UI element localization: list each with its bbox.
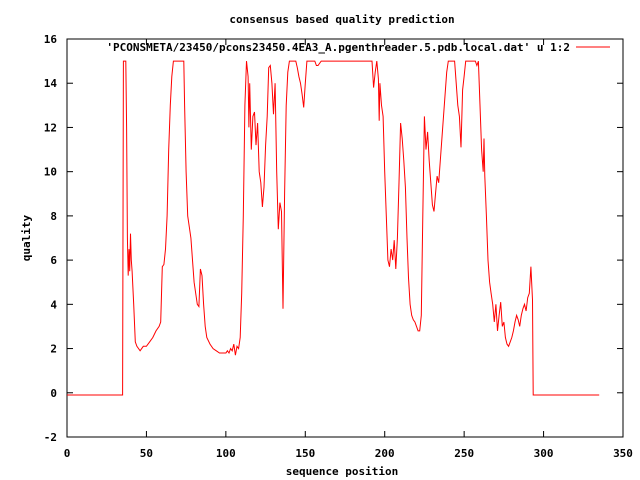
- x-tick-label: 0: [64, 447, 71, 460]
- y-tick-label: 16: [44, 33, 58, 46]
- x-tick-label: 300: [534, 447, 554, 460]
- y-ticks: -2 0 2 4 6 8 10 12 14 16: [44, 33, 623, 444]
- x-tick-label: 250: [454, 447, 474, 460]
- y-tick-label: 6: [50, 254, 57, 267]
- y-tick-label: 12: [44, 121, 57, 134]
- y-tick-label: 14: [44, 77, 58, 90]
- legend: 'PCONSMETA/23450/pcons23450.4EA3_A.pgent…: [106, 41, 610, 54]
- series-layer: [67, 60, 600, 396]
- x-tick-label: 200: [375, 447, 395, 460]
- x-tick-label: 150: [295, 447, 315, 460]
- x-tick-label: 50: [140, 447, 153, 460]
- x-ticks: 0 50 100 150 200 250 300 350: [64, 39, 633, 460]
- y-tick-label: -2: [44, 431, 57, 444]
- plot-area: [66, 38, 624, 438]
- series-line: [67, 60, 600, 396]
- legend-label: 'PCONSMETA/23450/pcons23450.4EA3_A.pgent…: [106, 41, 570, 54]
- y-tick-label: 0: [50, 387, 57, 400]
- x-tick-label: 350: [613, 447, 633, 460]
- chart-title: consensus based quality prediction: [229, 13, 454, 26]
- y-tick-label: 10: [44, 166, 57, 179]
- y-tick-label: 2: [50, 343, 57, 356]
- y-tick-label: 4: [50, 298, 57, 311]
- x-tick-label: 100: [216, 447, 236, 460]
- y-tick-label: 8: [50, 210, 57, 223]
- x-axis-label: sequence position: [286, 465, 399, 478]
- y-axis-label: quality: [20, 214, 33, 261]
